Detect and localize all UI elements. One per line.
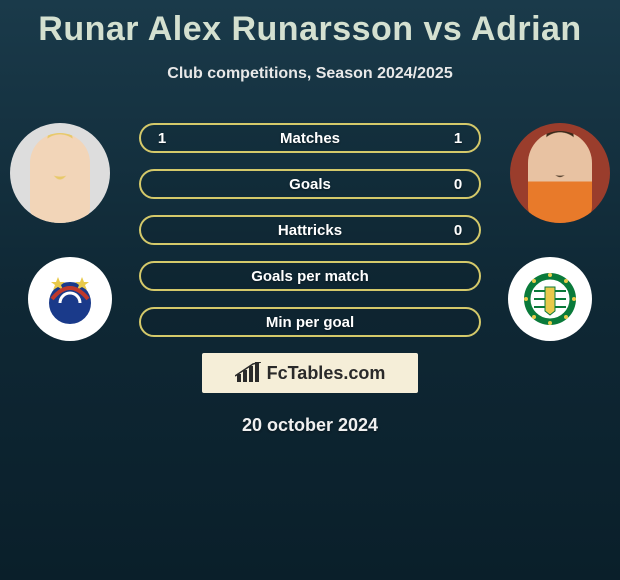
page-title: Runar Alex Runarsson vs Adrian [0, 0, 620, 49]
stat-row: Goals per match [139, 261, 481, 291]
watermark-text: FcTables.com [267, 363, 386, 384]
stat-row: Min per goal [139, 307, 481, 337]
stat-label: Min per goal [266, 314, 354, 331]
stat-row: Hattricks 0 [139, 215, 481, 245]
betis-icon [520, 269, 580, 329]
stat-row: 1 Matches 1 [139, 123, 481, 153]
stat-right-value: 0 [449, 222, 467, 239]
watermark: FcTables.com [202, 353, 418, 393]
date-text: 20 october 2024 [0, 415, 620, 436]
player-right-avatar [510, 123, 610, 223]
stat-label: Matches [280, 130, 340, 147]
club-right-badge [508, 257, 592, 341]
stat-row: Goals 0 [139, 169, 481, 199]
subtitle: Club competitions, Season 2024/2025 [0, 65, 620, 83]
stat-right-value: 0 [449, 176, 467, 193]
comparison-content: 1 Matches 1 Goals 0 Hattricks 0 Goals pe… [0, 123, 620, 436]
club-left-badge [28, 257, 112, 341]
stat-label: Hattricks [278, 222, 342, 239]
player-left-avatar [10, 123, 110, 223]
stat-label: Goals per match [251, 268, 369, 285]
stats-list: 1 Matches 1 Goals 0 Hattricks 0 Goals pe… [139, 123, 481, 337]
bar-chart-icon [235, 362, 261, 384]
stat-label: Goals [289, 176, 331, 193]
stat-right-value: 1 [449, 130, 467, 147]
copenhagen-icon [40, 269, 100, 329]
stat-left-value: 1 [153, 130, 171, 147]
